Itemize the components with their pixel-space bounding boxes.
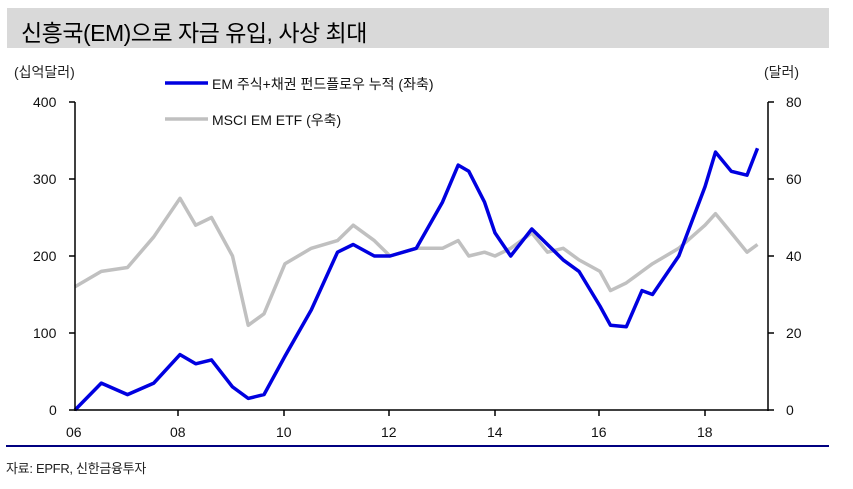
x-tick-18: 18 [697,424,713,440]
x-tick-16: 16 [591,424,607,440]
x-axis [75,409,768,416]
right-tick-60: 60 [786,171,802,187]
left-tick-200: 200 [33,248,57,264]
left-y-axis [69,101,76,411]
left-tick-100: 100 [33,325,57,341]
right-tick-0: 0 [786,402,794,418]
flow-series-line [73,147,760,412]
bottom-rule [6,445,829,447]
x-tick-10: 10 [276,424,292,440]
right-tick-40: 40 [786,248,802,264]
source-note: 자료: EPFR, 신한금융투자 [6,461,146,476]
title-bar: 신흥국(EM)으로 자금 유입, 사상 최대 [7,8,829,48]
chart-title: 신흥국(EM)으로 자금 유입, 사상 최대 [21,20,367,46]
right-y-axis [767,101,774,411]
etf-series-line [74,196,759,328]
legend-etf-label: MSCI EM ETF (우축) [212,112,342,128]
x-tick-06: 06 [66,424,82,440]
left-tick-300: 300 [33,171,57,187]
left-tick-0: 0 [49,402,57,418]
x-tick-08: 08 [170,424,186,440]
right-axis-unit: (달러) [764,64,800,80]
x-tick-14: 14 [487,424,503,440]
left-tick-400: 400 [33,94,57,110]
left-axis-unit: (십억달러) [14,64,75,80]
legend-flow-label: EM 주식+채권 펀드플로우 누적 (좌축) [212,76,434,92]
right-tick-80: 80 [786,94,802,110]
right-tick-20: 20 [786,325,802,341]
x-tick-12: 12 [381,424,397,440]
